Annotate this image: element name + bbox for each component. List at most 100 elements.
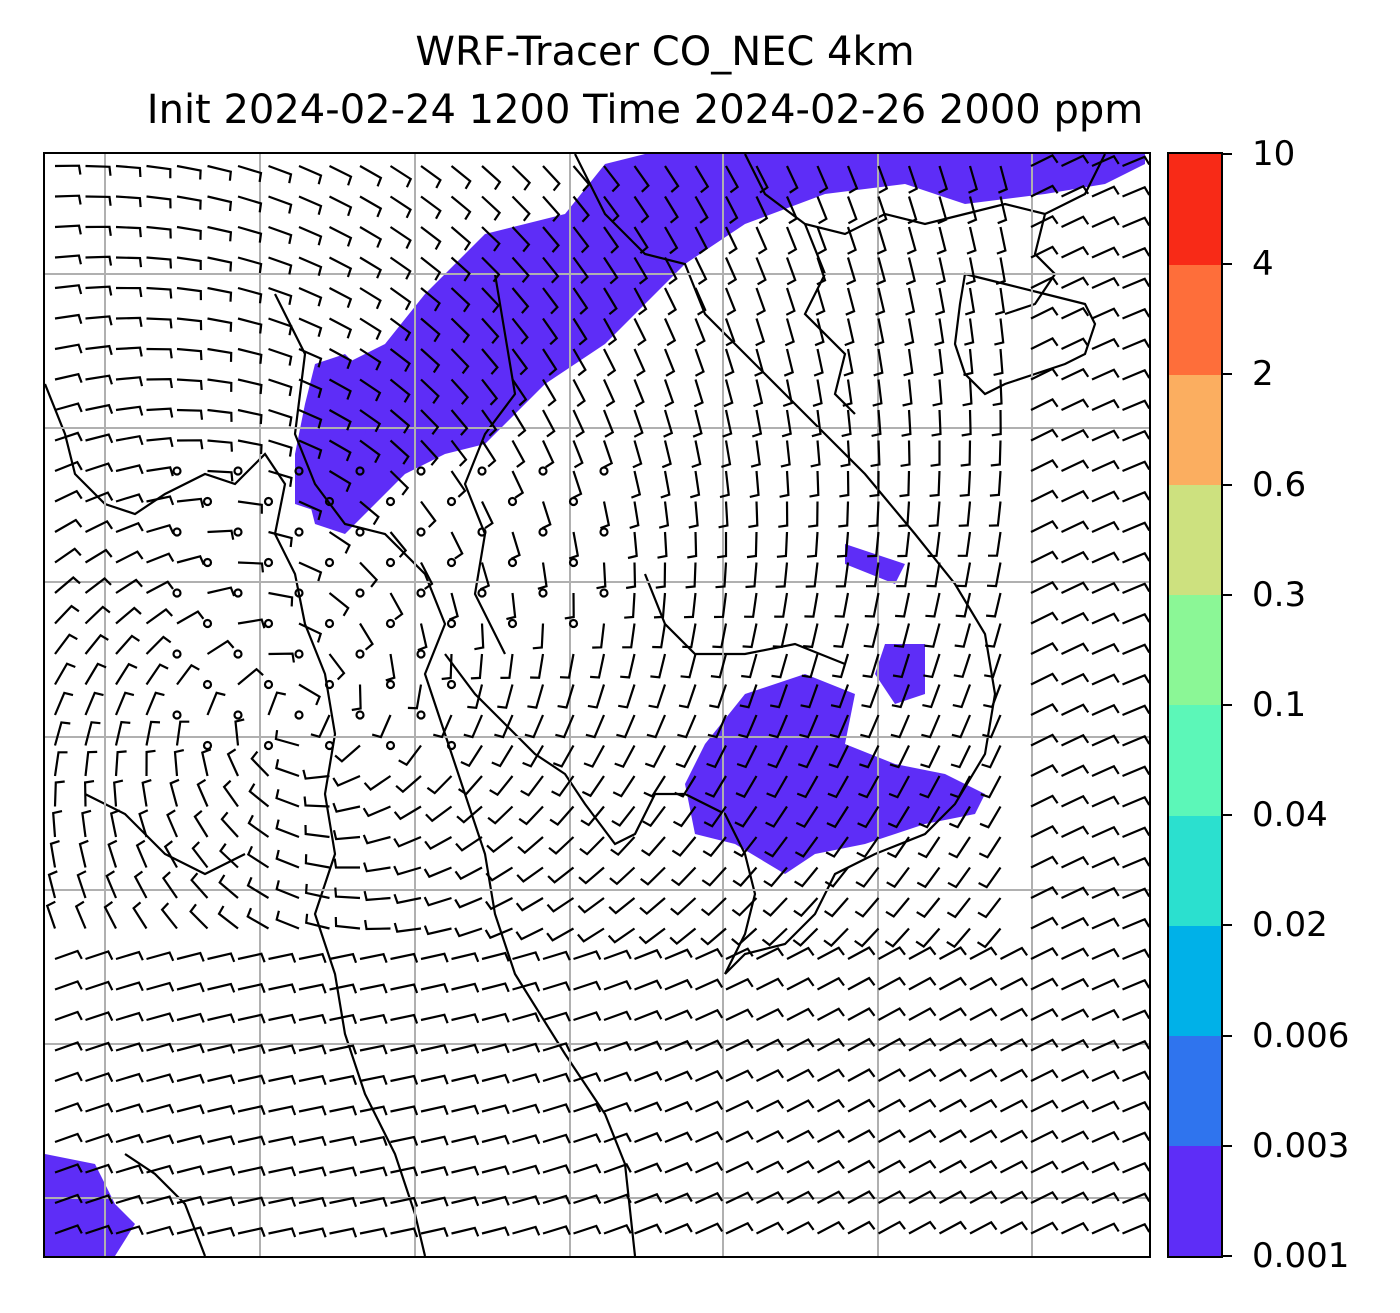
wind-barb: [664, 948, 693, 961]
wind-barb: [1030, 367, 1059, 381]
colorbar-tick-label: 0.6: [1252, 464, 1307, 505]
wind-barb: [207, 1196, 236, 1207]
wind-barb: [424, 836, 453, 851]
wind-barb: [512, 1134, 541, 1145]
wind-barb: [1091, 185, 1120, 198]
calm-wind-circle: [202, 618, 213, 629]
wind-barb: [467, 684, 484, 709]
wind-barb: [899, 470, 911, 498]
wind-barb: [385, 653, 396, 682]
wind-barb: [54, 604, 80, 625]
wind-barb: [146, 981, 175, 992]
wind-barb: [938, 1190, 967, 1204]
wind-barb: [938, 1007, 967, 1021]
wind-barb: [992, 379, 1003, 407]
wind-barb: [603, 1041, 632, 1052]
calm-wind-circle: [385, 740, 396, 751]
wind-barb: [84, 577, 112, 594]
wind-barb: [1030, 154, 1059, 167]
calm-wind-circle: [538, 588, 548, 598]
wind-barb: [722, 409, 733, 438]
wind-barb: [1091, 276, 1120, 290]
wind-barb: [546, 897, 575, 913]
wind-barb: [489, 775, 514, 797]
wind-barb: [176, 439, 204, 450]
wind-barb: [85, 1041, 114, 1052]
wind-barb: [1061, 1191, 1090, 1204]
wind-barb: [76, 870, 87, 899]
calm-wind-circle: [355, 588, 365, 598]
wind-barb: [54, 489, 83, 503]
wind-barb: [778, 501, 789, 528]
wind-barb: [683, 592, 697, 619]
wind-barb: [1091, 947, 1120, 961]
wind-barb: [389, 378, 411, 403]
wind-barb: [359, 1166, 388, 1177]
wind-barb: [948, 836, 971, 859]
wind-barb: [1122, 368, 1149, 381]
wind-barb: [542, 1042, 571, 1053]
wind-barb: [695, 1161, 724, 1174]
wind-barb: [771, 653, 789, 679]
wind-barb: [709, 684, 728, 709]
wind-barb: [664, 978, 693, 991]
wind-barb: [908, 1220, 937, 1235]
wind-barb: [1122, 155, 1149, 168]
wind-barb: [298, 164, 323, 185]
wind-barb: [298, 317, 323, 337]
wind-barb: [1061, 916, 1090, 930]
wind-barb: [237, 439, 263, 455]
wind-barb: [832, 653, 850, 679]
wind-barb: [85, 1163, 114, 1174]
wind-barb: [641, 836, 666, 857]
wind-barb: [1091, 1039, 1120, 1052]
wind-barb: [876, 257, 887, 286]
wind-barb: [517, 836, 544, 855]
wind-barb: [633, 287, 648, 316]
wind-barb: [745, 562, 758, 589]
wind-barb: [146, 523, 175, 534]
wind-barb: [481, 165, 502, 191]
wind-barb: [847, 1190, 876, 1204]
calm-wind-circle: [385, 557, 396, 568]
colorbar-segment: [1169, 925, 1221, 1037]
wind-barb: [268, 1166, 297, 1177]
wind-barb: [486, 836, 514, 854]
wind-barb: [908, 976, 937, 991]
wind-barb: [816, 196, 828, 225]
wind-barb: [664, 1100, 693, 1113]
colorbar-tick: [1223, 814, 1232, 817]
wind-barb: [542, 1133, 571, 1144]
wind-barb: [670, 897, 697, 916]
wind-barb: [451, 1104, 480, 1115]
wind-barb: [393, 893, 422, 905]
wind-barb: [964, 318, 975, 346]
wind-barb: [1061, 1221, 1090, 1235]
wind-barb: [359, 287, 382, 310]
wind-barb: [420, 287, 441, 312]
wind-barb: [695, 1039, 724, 1052]
wind-barb: [603, 317, 618, 346]
wind-barb: [53, 780, 65, 807]
wind-barb: [237, 317, 263, 334]
wind-barb: [218, 874, 239, 899]
wind-barb: [785, 226, 798, 255]
wind-barb: [888, 775, 910, 799]
wind-barb: [858, 775, 880, 799]
wind-barb: [756, 1221, 785, 1235]
wind-barb: [639, 897, 666, 916]
wind-barb: [481, 348, 499, 375]
wind-barb: [1091, 551, 1120, 564]
wind-barb: [674, 775, 697, 798]
wind-barb: [1061, 581, 1090, 594]
wind-barb: [657, 531, 668, 559]
wind-barb: [1122, 185, 1149, 198]
wind-barb: [237, 1196, 266, 1207]
wind-barb: [816, 1159, 845, 1174]
wind-barb: [963, 348, 974, 377]
wind-barb: [612, 775, 636, 798]
wind-barb: [207, 1165, 236, 1176]
wind-barb: [268, 1044, 297, 1055]
wind-barb: [806, 531, 819, 558]
wind-barb: [685, 562, 697, 589]
